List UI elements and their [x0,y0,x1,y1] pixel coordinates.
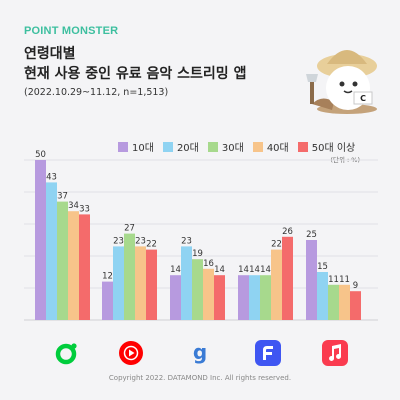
legend-item: 50대 이상 [297,139,356,154]
bar-apple-music-series-0 [306,240,317,320]
flo-icon [254,339,282,367]
data-label: 23 [181,236,192,246]
bar-flo-series-2 [260,275,271,320]
data-label: 37 [57,192,68,202]
bar-melon-series-1 [46,182,57,320]
data-label: 19 [192,249,203,259]
legend-swatch [118,141,128,152]
data-label: 22 [271,240,282,250]
bar-flo-series-4 [282,236,293,320]
youtube-music-icon [117,339,145,367]
data-label: 23 [113,236,124,246]
mascot-illustration: C [306,50,377,114]
bar-apple-music-series-3 [339,284,350,320]
bar-flo-series-0 [238,275,249,320]
apple-music-icon [321,339,349,367]
bar-youtube-music-series-0 [102,281,113,320]
data-label: 15 [317,262,328,272]
legend-item: 40대 [252,139,289,154]
data-label: 14 [170,265,181,275]
legend-item: 10대 [118,139,154,154]
bar-youtube-music-series-1 [113,246,124,320]
data-label: 27 [124,224,135,234]
chart-legend: 10대 20대 30대 40대 50대 이상 [118,139,390,154]
legend-swatch [252,141,263,152]
bar-flo-series-3 [271,249,282,320]
legend-item: 30대 [207,139,244,154]
melon-icon [52,339,80,367]
data-label: 43 [46,172,57,182]
data-label: 14 [249,265,260,275]
data-label: 25 [306,230,317,240]
data-label: 14 [238,265,249,275]
legend-label: 10대 [132,143,154,154]
legend-swatch [162,141,173,152]
legend-label: 50대 이상 [311,143,356,154]
survey-period: (2022.10.29~11.12, n=1,513) [24,87,169,98]
legend-swatch [297,141,308,152]
page-title-line1: 연령대별 [24,46,76,62]
legend-label: 20대 [176,143,199,154]
svg-text:C: C [360,94,366,103]
data-label: 34 [68,201,79,211]
data-label: 16 [203,259,214,269]
data-label: 26 [282,227,293,237]
copyright: Copyright 2022. DATAMOND Inc. All rights… [108,374,292,382]
bar-genie-series-3 [203,268,214,320]
bar-flo-series-1 [249,275,260,320]
data-label: 33 [79,204,90,214]
bar-genie-series-2 [192,259,203,320]
data-label: 12 [102,272,113,282]
bar-melon-series-2 [57,201,68,320]
bar-genie-series-4 [214,275,225,320]
bar-apple-music-series-4 [350,291,361,320]
data-label: 11 [339,275,350,285]
data-label: 11 [328,275,339,285]
bar-genie-series-0 [170,275,181,320]
data-label: 50 [35,150,46,160]
genie-icon: g [186,339,214,367]
bar-youtube-music-series-4 [146,249,157,320]
legend-label: 30대 [221,143,244,154]
brand-logo: POINT MONSTER [24,25,119,37]
svg-text:g: g [193,340,207,364]
legend-swatch [207,141,218,152]
bar-apple-music-series-2 [328,284,339,320]
bar-genie-series-1 [181,246,192,320]
legend-label: 40대 [266,143,289,154]
bar-melon-series-4 [79,214,90,320]
bar-melon-series-3 [68,211,79,320]
page-title-line2: 현재 사용 중인 유료 음악 스트리밍 앱 [24,66,247,82]
data-label: 14 [214,265,225,275]
legend-item: 20대 [162,139,199,154]
bar-apple-music-series-1 [317,272,328,320]
data-label: 14 [260,265,271,275]
data-label: 9 [353,281,358,291]
data-label: 23 [135,236,146,246]
bar-youtube-music-series-2 [124,233,135,320]
bar-melon-series-0 [35,160,46,320]
data-label: 22 [146,240,157,250]
bar-youtube-music-series-3 [135,246,146,320]
